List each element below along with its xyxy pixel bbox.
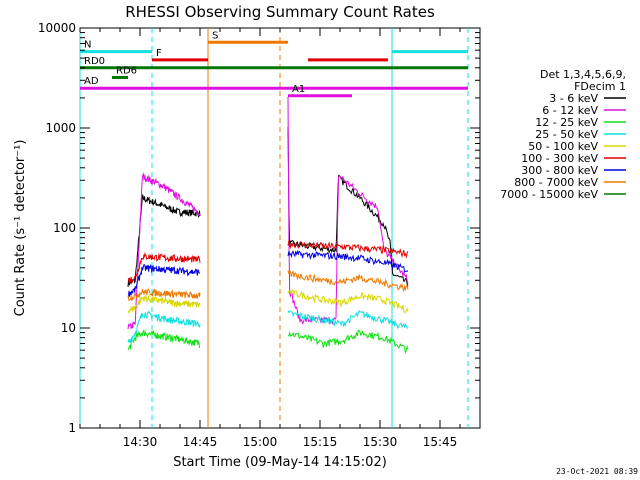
legend-entry-label: 300 - 800 keV xyxy=(521,164,598,177)
legend-header-1: FDecim 1 xyxy=(574,80,626,93)
legend-header-0: Det 1,3,4,5,6,9, xyxy=(540,68,626,81)
series-line-1-b xyxy=(287,96,409,325)
flag-label-a1: A1 xyxy=(292,84,305,95)
x-axis-label: Start Time (09-May-14 14:15:02) xyxy=(173,455,387,470)
axis-ticks: 14:30 14:45 15:00 15:15 15:30 15:45 1 10 100 1000… xyxy=(38,21,481,449)
y-tick-label: 10000 xyxy=(38,21,76,35)
y-tick-label: 1 xyxy=(68,421,76,435)
series-line-7-a xyxy=(127,288,201,302)
series-line-5-b xyxy=(287,240,409,259)
series-line-4-a xyxy=(128,295,201,314)
x-tick-label: 15:15 xyxy=(303,435,338,449)
legend-entry-label: 100 - 300 keV xyxy=(521,152,598,165)
flag-label-n: N xyxy=(84,40,91,51)
series-line-6-a xyxy=(127,263,201,298)
series-line-2-a xyxy=(127,329,201,351)
x-tick-label: 15:30 xyxy=(363,435,398,449)
legend-entry-label: 25 - 50 keV xyxy=(535,128,598,141)
x-tick-label: 15:00 xyxy=(243,435,278,449)
series-line-0-b xyxy=(287,126,409,287)
series-line-3-b xyxy=(287,309,408,330)
flag-label-rd6: RD6 xyxy=(116,65,137,76)
series-line-2-b xyxy=(287,329,409,355)
x-tick-label: 14:45 xyxy=(183,435,218,449)
series-line-6-b xyxy=(287,249,409,273)
vertical-markers xyxy=(79,28,469,428)
y-tick-label: 10 xyxy=(61,321,76,335)
legend-entry-label: 3 - 6 keV xyxy=(549,92,598,105)
legend-entry-label: 7000 - 15000 keV xyxy=(500,188,598,201)
observing-flags: N S F RD0 RD6 AD A1 xyxy=(80,30,468,98)
x-tick-label: 14:30 xyxy=(123,435,158,449)
flag-label-rd0: RD0 xyxy=(84,56,105,67)
legend-entry-label: 6 - 12 keV xyxy=(542,104,598,117)
flag-label-s: S xyxy=(212,30,218,41)
flag-label-ad: AD xyxy=(84,76,99,87)
chart-title: RHESSI Observing Summary Count Rates xyxy=(125,3,435,21)
y-axis-label: Count Rate (s⁻¹ detector⁻¹) xyxy=(13,140,28,317)
series-layer xyxy=(127,96,409,355)
series-line-4-b xyxy=(287,289,409,313)
series-line-1-a xyxy=(127,172,201,330)
y-tick-label: 100 xyxy=(53,221,76,235)
legend-entry-label: 12 - 25 keV xyxy=(535,116,598,129)
series-line-3-a xyxy=(127,310,201,344)
legend-entry-label: 50 - 100 keV xyxy=(528,140,598,153)
footer-date: 23-Oct-2021 08:39 xyxy=(556,467,638,476)
y-tick-label: 1000 xyxy=(45,121,76,135)
legend-entry-label: 800 - 7000 keV xyxy=(514,176,598,189)
flag-label-f: F xyxy=(156,48,162,59)
x-tick-label: 15:45 xyxy=(423,435,458,449)
series-line-7-b xyxy=(287,269,409,293)
series-line-5-a xyxy=(127,251,201,284)
